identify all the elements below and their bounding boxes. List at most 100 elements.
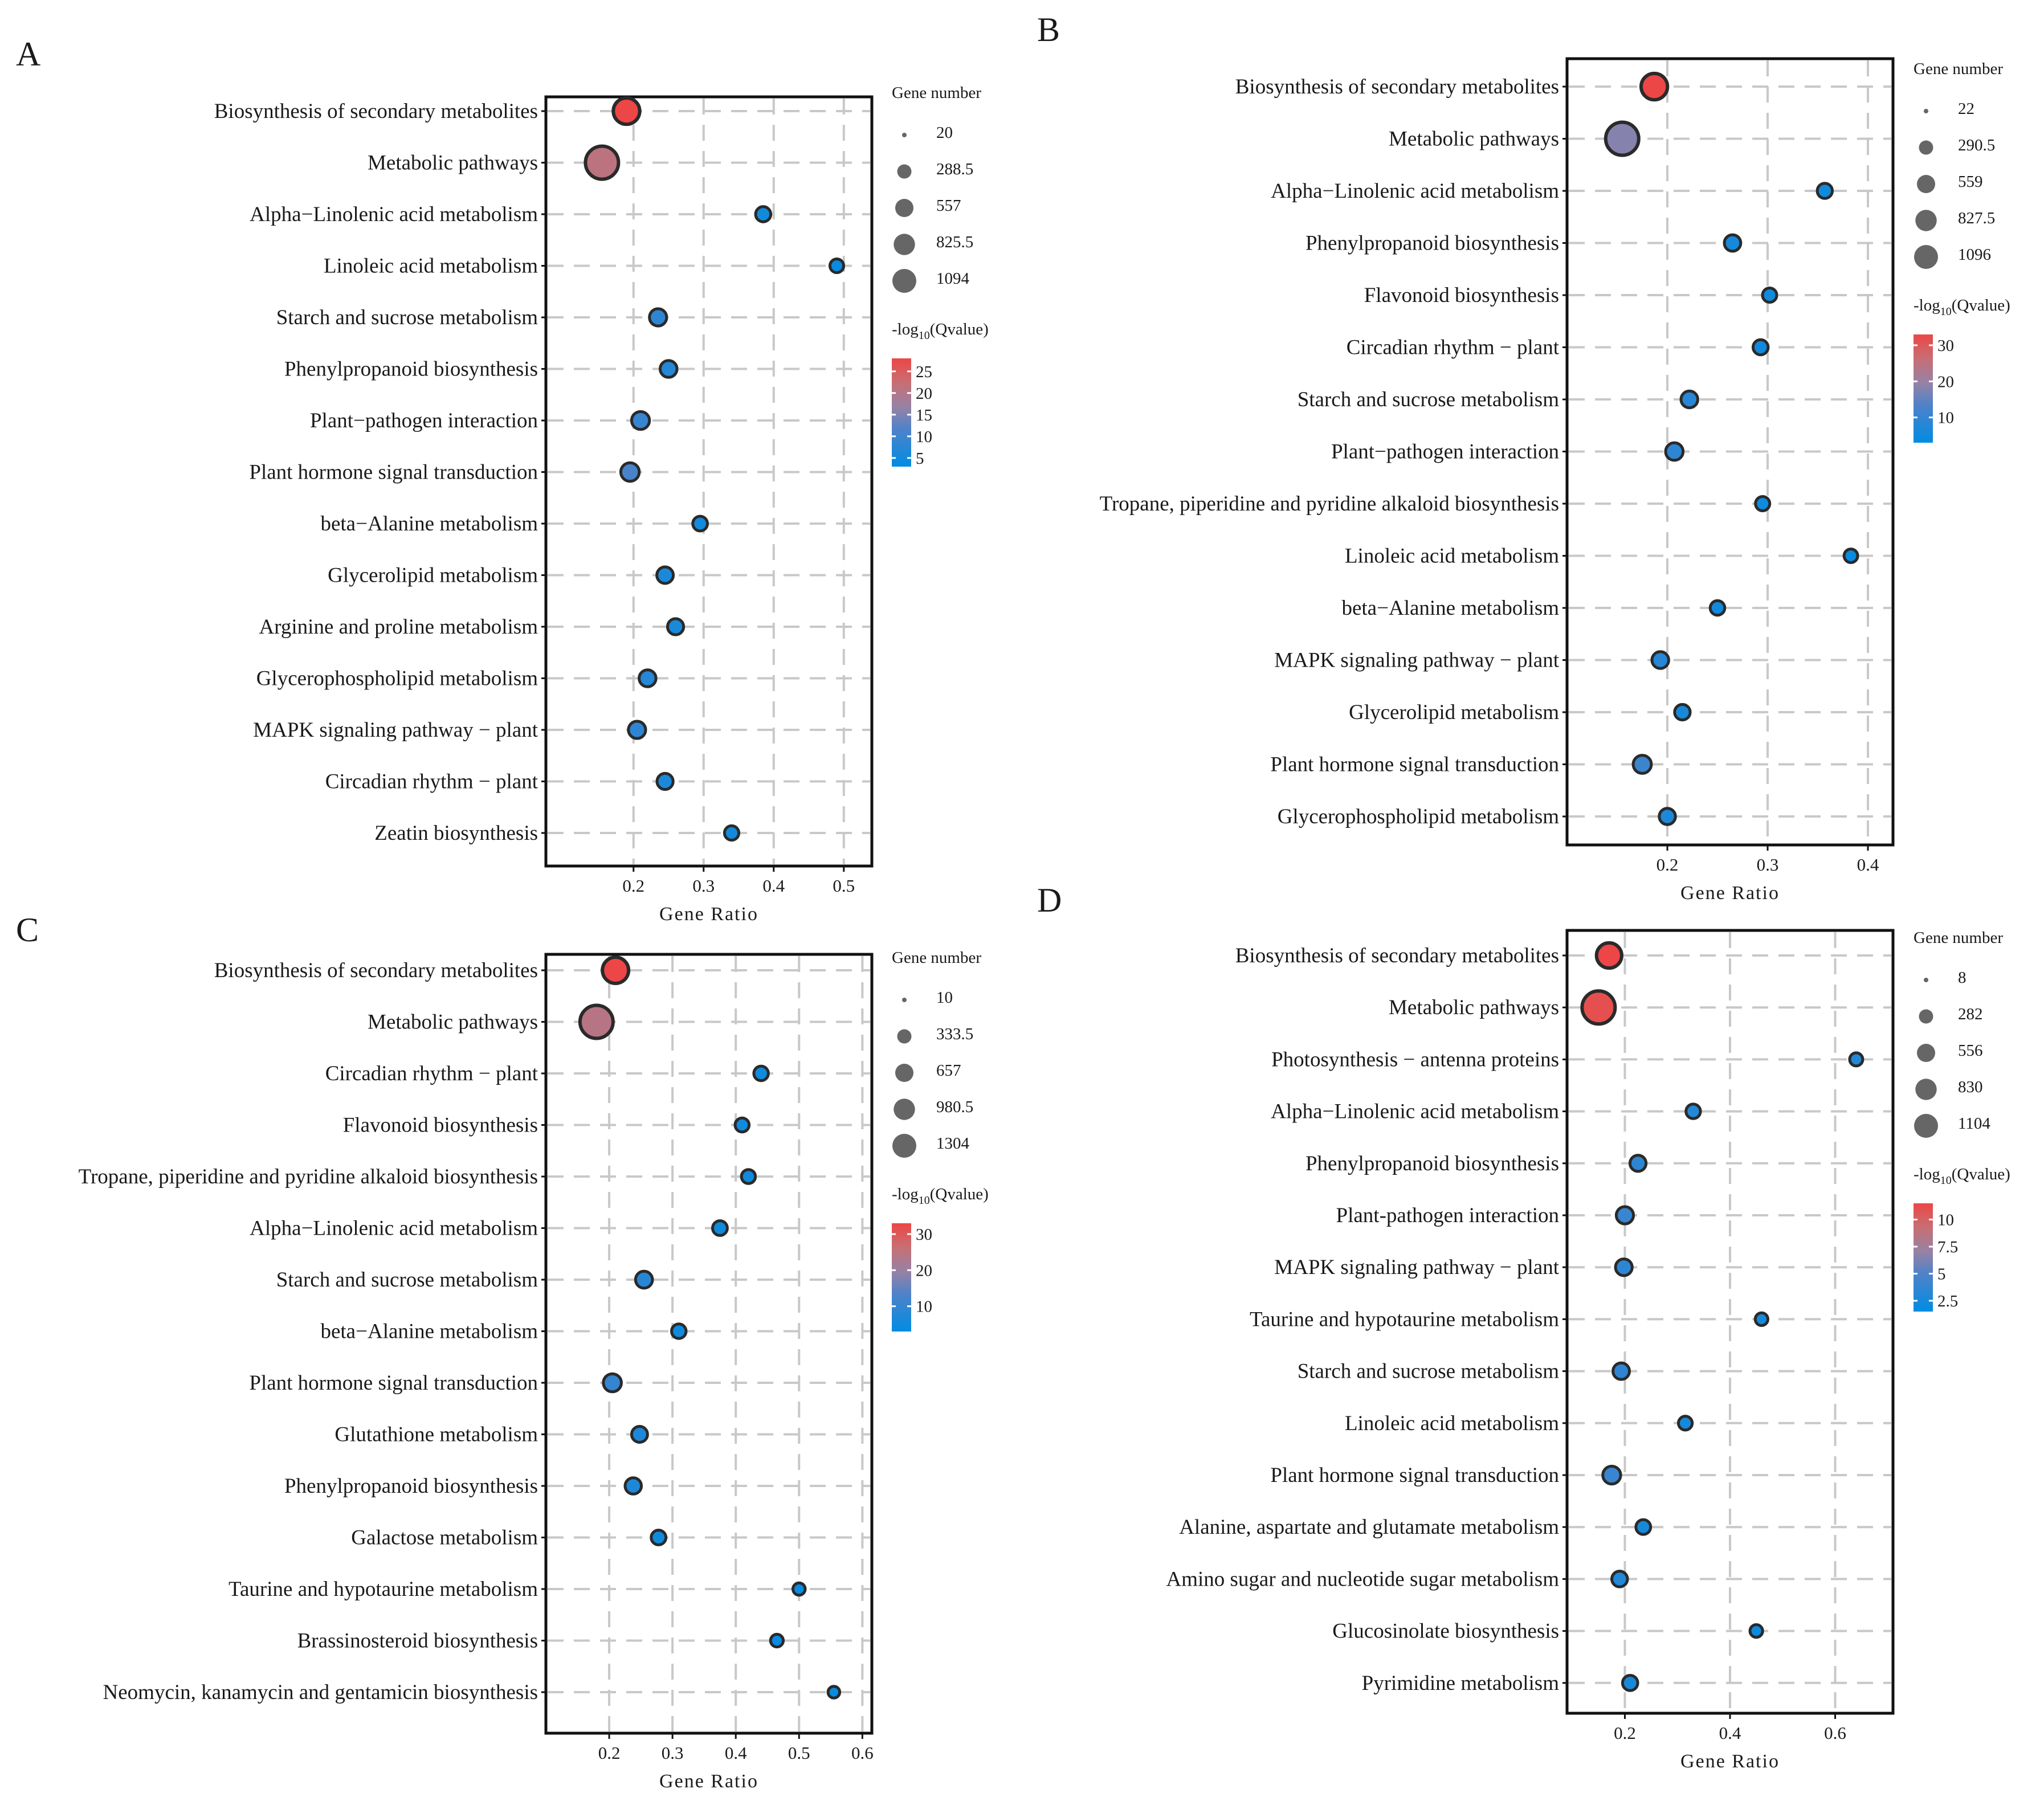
size-legend-dot-B-2 xyxy=(1916,174,1936,194)
color-legend-title-prefix-D: -log xyxy=(1914,1165,1940,1183)
point-C-2 xyxy=(752,1064,770,1083)
point-A-0 xyxy=(611,96,642,126)
size-legend-label-A-1: 288.5 xyxy=(936,160,973,178)
size-legend-dot-A-4 xyxy=(892,269,916,293)
term-label-C-7: beta−Alanine metabolism xyxy=(320,1320,538,1343)
point-D-6 xyxy=(1614,1257,1634,1277)
color-legend-title-suffix-D: (Qvalue) xyxy=(1952,1165,2010,1183)
color-legend-label-A-3: 10 xyxy=(916,428,932,446)
point-D-3 xyxy=(1684,1102,1702,1120)
term-label-C-0: Biosynthesis of secondary metabolites xyxy=(214,959,538,982)
size-legend-label-B-1: 290.5 xyxy=(1958,136,1995,154)
color-legend-label-D-2: 5 xyxy=(1937,1265,1946,1284)
point-A-5 xyxy=(658,359,679,379)
point-C-8 xyxy=(602,1372,623,1394)
size-legend-title-B: Gene number xyxy=(1914,60,2003,78)
x-tick-label-A-0: 0.2 xyxy=(622,876,644,896)
term-label-C-13: Brassinosteroid biosynthesis xyxy=(297,1629,538,1653)
panel-letter-A: A xyxy=(16,35,40,73)
x-tick-label-A-1: 0.3 xyxy=(692,876,715,896)
size-legend-label-D-3: 830 xyxy=(1958,1078,1983,1096)
point-B-13 xyxy=(1631,754,1653,775)
color-legend-title-suffix-A: (Qvalue) xyxy=(930,320,989,338)
point-A-8 xyxy=(691,514,709,533)
term-label-A-5: Phenylpropanoid biosynthesis xyxy=(284,358,538,381)
point-A-13 xyxy=(655,771,675,791)
x-tick-label-D-2: 0.6 xyxy=(1824,1723,1846,1743)
term-label-A-13: Circadian rhythm − plant xyxy=(325,770,538,794)
term-label-A-1: Metabolic pathways xyxy=(368,152,538,175)
term-label-C-6: Starch and sucrose metabolism xyxy=(276,1268,538,1292)
size-legend-dot-B-1 xyxy=(1919,140,1933,155)
term-label-B-13: Plant hormone signal transduction xyxy=(1270,753,1559,777)
term-label-C-5: Alpha−Linolenic acid metabolism xyxy=(250,1217,538,1240)
x-tick-label-D-0: 0.2 xyxy=(1614,1723,1636,1743)
color-legend-title-prefix-C: -log xyxy=(892,1185,919,1203)
point-C-6 xyxy=(634,1269,654,1290)
term-label-B-5: Circadian rhythm − plant xyxy=(1347,336,1560,360)
term-label-D-12: Amino sugar and nucleotide sugar metabol… xyxy=(1166,1567,1560,1591)
point-B-3 xyxy=(1723,233,1743,253)
size-legend-dot-D-0 xyxy=(1924,978,1928,982)
term-label-B-3: Phenylpropanoid biosynthesis xyxy=(1305,232,1559,255)
point-D-10 xyxy=(1601,1464,1622,1486)
color-legend-title-A: -log10(Qvalue) xyxy=(892,320,989,342)
point-D-8 xyxy=(1611,1361,1631,1381)
size-legend-label-C-3: 980.5 xyxy=(936,1098,973,1116)
point-A-10 xyxy=(666,617,686,636)
color-legend-title-prefix-A: -log xyxy=(892,320,919,338)
point-D-12 xyxy=(1610,1570,1629,1588)
color-legend-label-B-1: 20 xyxy=(1937,373,1954,391)
x-tick-label-B-1: 0.3 xyxy=(1757,855,1779,875)
term-label-D-13: Glucosinolate biosynthesis xyxy=(1332,1620,1559,1643)
term-label-D-11: Alanine, aspartate and glutamate metabol… xyxy=(1179,1516,1559,1539)
term-label-C-9: Glutathione metabolism xyxy=(334,1423,538,1447)
size-legend-label-C-2: 657 xyxy=(936,1061,961,1080)
point-D-9 xyxy=(1676,1415,1694,1432)
point-B-5 xyxy=(1751,338,1770,357)
term-label-B-9: Linoleic acid metabolism xyxy=(1345,545,1559,568)
color-legend-label-D-1: 7.5 xyxy=(1937,1238,1958,1256)
point-D-7 xyxy=(1753,1311,1769,1327)
panel-B: B 0.2 0.3 0.4 Gene Ratio Biosynthesis of seco… xyxy=(1037,11,2010,904)
point-A-9 xyxy=(655,565,675,585)
point-D-4 xyxy=(1628,1154,1648,1173)
term-label-D-7: Taurine and hypotaurine metabolism xyxy=(1250,1308,1559,1331)
point-D-13 xyxy=(1748,1623,1764,1639)
color-legend-bar-A xyxy=(892,358,911,467)
point-C-7 xyxy=(670,1322,688,1340)
color-legend-title-C: -log10(Qvalue) xyxy=(892,1185,989,1207)
color-legend-title-D: -log10(Qvalue) xyxy=(1914,1165,2010,1187)
point-A-7 xyxy=(619,461,641,483)
term-label-B-11: MAPK signaling pathway − plant xyxy=(1274,649,1559,672)
color-legend-label-A-1: 20 xyxy=(916,385,932,403)
size-legend-label-B-4: 1096 xyxy=(1958,246,1991,264)
x-tick-label-C-3: 0.5 xyxy=(788,1743,810,1763)
point-C-11 xyxy=(650,1529,668,1546)
size-legend-dot-D-2 xyxy=(1916,1043,1936,1063)
size-legend-label-C-4: 1304 xyxy=(936,1134,970,1153)
color-legend-title-sub-B: 10 xyxy=(1940,305,1952,318)
term-label-D-3: Alpha−Linolenic acid metabolism xyxy=(1271,1100,1559,1124)
size-legend-dot-A-0 xyxy=(902,133,907,137)
term-label-B-14: Glycerophospholipid metabolism xyxy=(1278,805,1560,828)
size-legend-label-B-3: 827.5 xyxy=(1958,209,1995,227)
point-C-13 xyxy=(769,1632,785,1649)
point-A-2 xyxy=(754,205,773,223)
color-legend-title-B: -log10(Qvalue) xyxy=(1914,296,2010,318)
size-legend-dot-A-1 xyxy=(897,164,912,179)
term-label-B-4: Flavonoid biosynthesis xyxy=(1364,284,1559,307)
plot-frame-C xyxy=(544,953,874,1735)
term-label-A-2: Alpha−Linolenic acid metabolism xyxy=(250,203,538,226)
term-label-A-0: Biosynthesis of secondary metabolites xyxy=(214,100,538,123)
size-legend-label-A-3: 825.5 xyxy=(936,233,973,251)
size-legend-dot-D-3 xyxy=(1915,1079,1937,1100)
color-legend-title-suffix-C: (Qvalue) xyxy=(930,1185,989,1203)
color-legend-label-C-2: 10 xyxy=(916,1298,932,1316)
point-B-7 xyxy=(1664,441,1685,462)
color-legend-label-A-2: 15 xyxy=(916,406,932,424)
color-legend-bar-B xyxy=(1914,334,1933,443)
panel-letter-C: C xyxy=(16,911,39,949)
term-label-C-2: Circadian rhythm − plant xyxy=(325,1062,538,1085)
color-legend-label-C-0: 30 xyxy=(916,1226,932,1244)
